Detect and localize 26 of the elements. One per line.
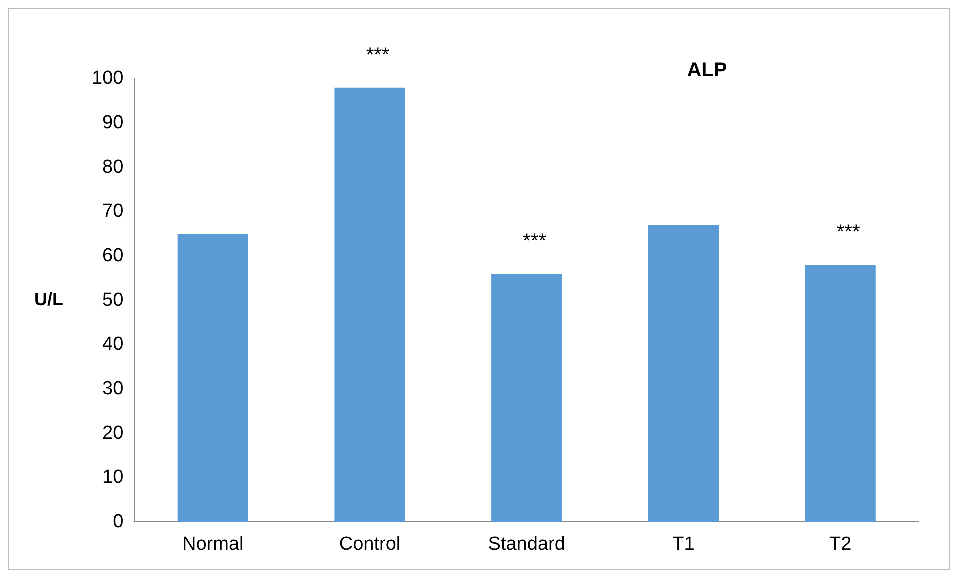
y-axis-title: U/L	[34, 290, 64, 310]
y-tick-label: 100	[92, 68, 124, 90]
x-tick-label: Standard	[488, 534, 566, 555]
y-tick-label: 0	[113, 511, 124, 532]
bar	[334, 88, 406, 522]
y-tick-label: 70	[102, 201, 124, 222]
bar	[492, 274, 562, 522]
annotation: ***	[366, 44, 390, 66]
x-tick-label: T1	[672, 534, 695, 555]
y-tick-label: 30	[102, 378, 124, 400]
y-tick-label: 60	[102, 246, 124, 267]
x-tick-label: Control	[339, 534, 401, 555]
y-tick-label: 40	[102, 334, 124, 356]
y-tick-label: 50	[102, 290, 124, 311]
y-tick-label: 80	[102, 156, 124, 178]
annotation: ***	[836, 222, 860, 244]
bar	[648, 225, 720, 522]
bar	[178, 234, 248, 522]
chart-title: ALP	[687, 60, 728, 82]
annotation: ***	[523, 230, 547, 253]
y-tick-label: 90	[102, 112, 124, 134]
y-tick-label: 20	[102, 422, 124, 444]
bar	[805, 265, 876, 522]
x-tick-label: Normal	[182, 534, 244, 555]
y-tick-label: 10	[102, 467, 124, 488]
x-tick-label: T2	[829, 534, 852, 555]
